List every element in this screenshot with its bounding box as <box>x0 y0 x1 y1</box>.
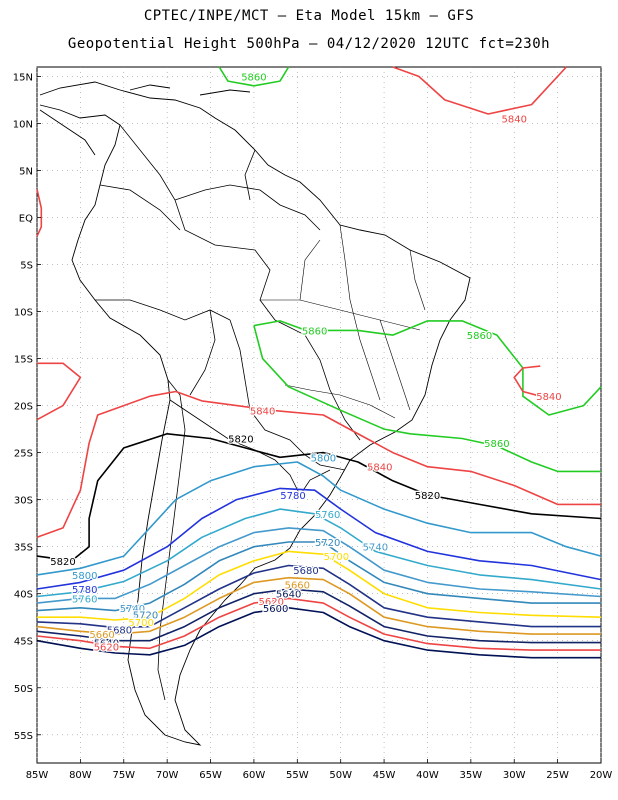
contour-5780 <box>36 487 602 590</box>
lon-tick-label: 80W <box>69 770 92 781</box>
contour-label: 5820 <box>228 435 253 446</box>
geopotential-contours <box>36 66 602 659</box>
lon-tick-label: 40W <box>416 770 439 781</box>
contour-5860 <box>253 325 601 473</box>
contour-5600 <box>36 607 601 659</box>
contour-label: 5720 <box>315 538 340 549</box>
lon-tick-label: 45W <box>373 770 396 781</box>
lat-tick-label: 30S <box>14 496 33 507</box>
contour-label: 5640 <box>94 639 119 650</box>
lon-tick-label: 55W <box>286 770 309 781</box>
contour-label: 5860 <box>302 326 327 337</box>
lat-tick-label: 10N <box>13 119 33 130</box>
lon-tick-label: 30W <box>503 770 526 781</box>
contour-5680 <box>36 564 601 629</box>
contour-label: 5860 <box>484 439 509 450</box>
contour-5760 <box>36 508 602 598</box>
contour-label: 5600 <box>263 604 288 615</box>
lon-tick-label: 65W <box>199 770 222 781</box>
contour-5620 <box>36 597 601 651</box>
contour-label: 5740 <box>120 604 145 615</box>
contour-label: 5780 <box>280 491 305 502</box>
contour-5840 <box>392 66 567 115</box>
lat-tick-label: 5S <box>20 261 33 272</box>
contour-label: 5780 <box>72 585 97 596</box>
continent-outlines <box>39 81 471 746</box>
contour-5840 <box>36 189 43 237</box>
contour-label: 5700 <box>324 552 349 563</box>
chart-title-line-1: CPTEC/INPE/MCT – Eta Model 15km – GFS <box>143 8 475 24</box>
contour-label: 5800 <box>311 453 336 464</box>
lat-tick-label: 35S <box>14 543 33 554</box>
contour-5840 <box>513 365 541 397</box>
contour-5820 <box>36 433 602 562</box>
contour-5860 <box>253 320 602 416</box>
contour-5800 <box>36 461 602 576</box>
contour-label: 5720 <box>133 610 158 621</box>
contour-5660 <box>36 576 601 635</box>
contour-label: 5820 <box>415 491 440 502</box>
map-frame <box>36 66 602 764</box>
contour-label: 5700 <box>128 618 153 629</box>
axis-labels: 15N 10N 5N EQ 5S 10S 15S 20S 25S 30S 35S 40S 45S 50S 5… <box>13 72 613 781</box>
contour-5720 <box>36 541 601 612</box>
lon-tick-label: 85W <box>26 770 49 781</box>
lon-tick-label: 35W <box>460 770 483 781</box>
contour-label: 5860 <box>467 331 492 342</box>
graticule <box>36 67 602 763</box>
lat-tick-label: 10S <box>14 308 33 319</box>
contour-5640 <box>36 588 601 644</box>
lon-tick-label: 20W <box>590 770 613 781</box>
lat-tick-label: 40S <box>14 590 33 601</box>
contour-label: 5620 <box>94 642 119 653</box>
contour-label: 5680 <box>107 625 132 636</box>
lat-tick-label: EQ <box>19 213 33 224</box>
brazil-states <box>260 224 426 419</box>
contour-label: 5860 <box>241 72 266 83</box>
lon-tick-label: 50W <box>329 770 352 781</box>
contour-labels: 5860 5840 5860 5860 5840 5840 5820 5860 5800 5840… <box>49 71 563 654</box>
lon-tick-label: 60W <box>243 770 266 781</box>
contour-label: 5800 <box>72 571 97 582</box>
contour-label: 5820 <box>50 557 75 568</box>
contour-5860 <box>218 66 290 87</box>
south-america-coastline <box>39 81 471 746</box>
contour-label: 5840 <box>502 115 527 126</box>
contour-label: 5840 <box>250 406 275 417</box>
contour-label: 5660 <box>285 580 310 591</box>
lat-tick-label: 20S <box>14 402 33 413</box>
lat-tick-label: 45S <box>14 637 33 648</box>
contour-5700 <box>37 550 602 621</box>
contour-5840 <box>36 362 82 421</box>
lat-tick-label: 50S <box>14 684 33 695</box>
contour-5740 <box>36 527 602 604</box>
contour-label: 5620 <box>259 597 284 608</box>
contour-5840 <box>36 390 601 539</box>
lat-tick-label: 25S <box>14 449 33 460</box>
contour-label: 5680 <box>293 566 318 577</box>
contour-label: 5740 <box>363 543 388 554</box>
lon-tick-label: 75W <box>112 770 135 781</box>
lat-tick-label: 5N <box>19 166 33 177</box>
lat-tick-label: 55S <box>14 731 33 742</box>
lat-tick-label: 15N <box>13 72 33 83</box>
contour-label: 5760 <box>315 510 340 521</box>
contour-label: 5660 <box>89 630 114 641</box>
contour-label: 5840 <box>367 463 392 474</box>
chart-title-line-2: Geopotential Height 500hPa – 04/12/2020 … <box>67 36 551 52</box>
contour-label: 5760 <box>72 594 97 605</box>
central-america <box>39 84 251 156</box>
contour-label: 5640 <box>276 590 301 601</box>
lon-tick-label: 25W <box>546 770 569 781</box>
lon-tick-label: 70W <box>156 770 179 781</box>
lat-tick-label: 15S <box>14 355 33 366</box>
contour-label: 5840 <box>536 392 561 403</box>
